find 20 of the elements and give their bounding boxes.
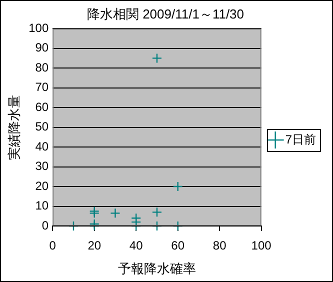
y-tick-label: 30	[35, 159, 49, 174]
y-tick-label: 100	[28, 20, 49, 35]
y-tick-label: 50	[35, 120, 49, 134]
y-tick-label: 90	[35, 40, 49, 55]
x-tick-label: 100	[251, 238, 272, 253]
y-axis-title: 実績降水量	[6, 94, 22, 160]
y-tick-label: 60	[35, 100, 49, 114]
y-tick-label: 70	[35, 80, 49, 94]
chart-title: 降水相関 2009/11/1～11/30	[86, 6, 244, 22]
y-tick-label: 80	[35, 60, 49, 74]
y-tick-label: 10	[35, 198, 49, 213]
x-tick-label: 80	[212, 238, 227, 253]
y-tick-label: 20	[35, 178, 49, 193]
y-tick-label: 0	[42, 218, 49, 232]
legend-label: 7日前	[285, 132, 316, 146]
x-axis-title: 予報降水確率	[118, 260, 196, 276]
x-tick-label: 60	[171, 238, 185, 253]
y-tick-label: 40	[35, 139, 49, 154]
x-tick-label: 20	[88, 238, 102, 253]
x-tick-label: 40	[129, 238, 144, 253]
